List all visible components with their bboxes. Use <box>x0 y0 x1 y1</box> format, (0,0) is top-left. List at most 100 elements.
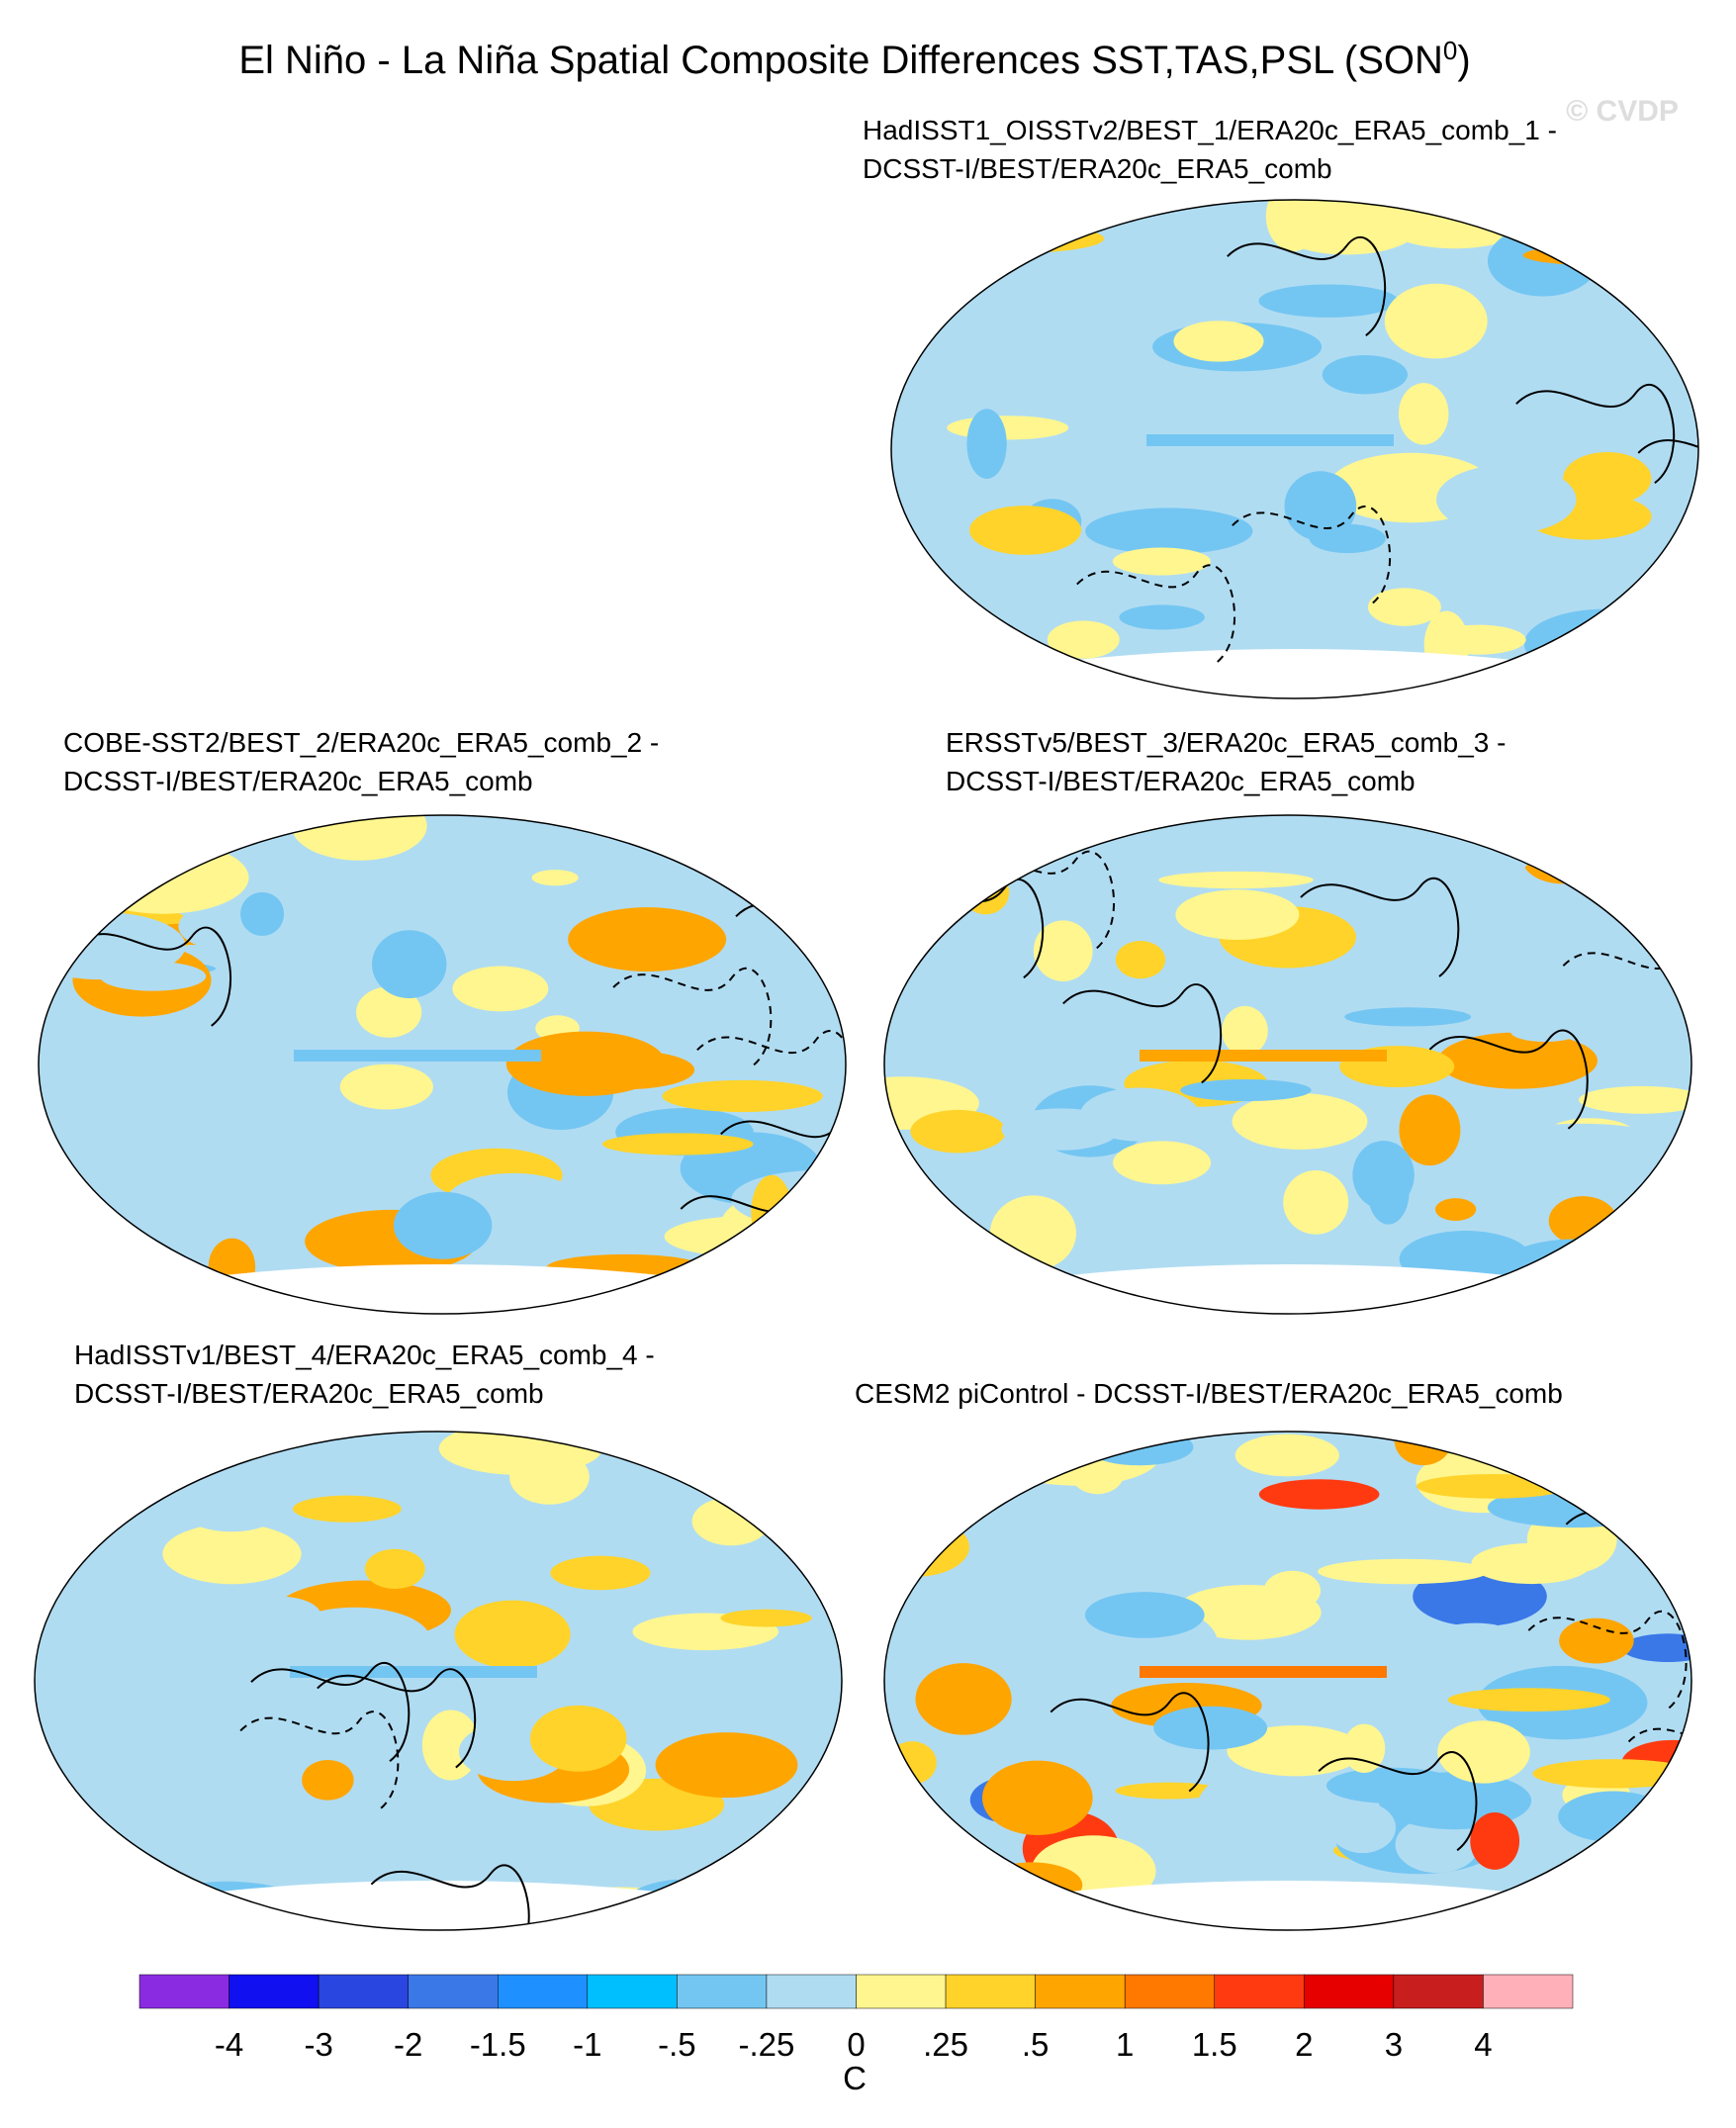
map-shading <box>356 986 422 1038</box>
map-shading <box>43 1432 190 1468</box>
panel-title: ERSSTv5/BEST_3/ERA20c_ERA5_comb_3 - <box>946 727 1506 758</box>
map-shading <box>1258 1479 1380 1510</box>
colorbar-label: 1.5 <box>1192 2026 1237 2063</box>
contour <box>1318 1751 1478 1852</box>
map-shading <box>35 1432 108 1489</box>
map-shading <box>910 1109 1006 1154</box>
map-shading <box>1047 620 1120 659</box>
map-shading <box>35 1889 86 1912</box>
map-shading <box>1085 508 1253 555</box>
map-shading <box>550 1555 651 1591</box>
map-shading <box>1158 871 1314 889</box>
map-shading <box>966 409 1007 479</box>
map-shading <box>1283 1170 1349 1235</box>
colorbar-box <box>945 1974 1036 2009</box>
colorbar-box <box>1124 1974 1215 2009</box>
map-shading <box>1394 1432 1452 1466</box>
map-shading <box>35 1687 66 1734</box>
map-shading <box>1263 1570 1322 1611</box>
map-shading <box>1309 523 1386 554</box>
map-shading <box>667 819 814 855</box>
colorbar-label: 1 <box>1116 2026 1134 2063</box>
map-shading <box>887 1741 937 1785</box>
panel-title: DCSST-I/BEST/ERA20c_ERA5_comb <box>74 1378 544 1409</box>
map-shading <box>1437 1720 1530 1784</box>
panel-title: CESM2 piControl - DCSST-I/BEST/ERA20c_ER… <box>855 1378 1563 1409</box>
colorbar-box <box>1214 1974 1305 2009</box>
map-shading <box>1563 616 1697 691</box>
map-shading <box>1398 383 1449 445</box>
map-shading <box>372 930 447 999</box>
map-shading <box>1522 244 1677 266</box>
map-shading <box>720 1609 812 1627</box>
colorbar-label: -3 <box>304 2026 332 2063</box>
map-shading <box>1437 1032 1599 1089</box>
map-shading <box>35 1471 117 1545</box>
map-shading <box>973 229 1029 251</box>
map-shading <box>327 1705 456 1729</box>
map-shading <box>1558 1791 1670 1843</box>
contour <box>1627 1721 1691 1822</box>
map-shading <box>531 870 579 886</box>
map-shading <box>1195 1775 1275 1850</box>
map-shading <box>1096 1300 1142 1314</box>
map-shading <box>568 907 727 971</box>
map-shading <box>1395 1816 1480 1874</box>
contour <box>317 1668 477 1769</box>
title-end: ) <box>1457 39 1470 82</box>
map-shading <box>1318 1558 1489 1585</box>
map-shading <box>1532 1759 1691 1789</box>
map-shading <box>163 1432 233 1445</box>
map-shading <box>176 1105 240 1127</box>
map-shading <box>47 836 137 874</box>
map-shading <box>1344 1007 1472 1027</box>
colorbar-label: 4 <box>1474 2026 1492 2063</box>
map-shading <box>1115 1782 1224 1800</box>
colorbar-box <box>1393 1974 1484 2009</box>
panel-title: DCSST-I/BEST/ERA20c_ERA5_comb <box>946 766 1416 796</box>
equatorial-band <box>1140 1050 1387 1062</box>
map-shading <box>1180 1078 1312 1102</box>
contour <box>1515 384 1676 485</box>
map-shading <box>969 506 1082 555</box>
title-main: El Niño - La Niña Spatial Composite Diff… <box>238 39 1443 82</box>
map-shading <box>1442 1622 1508 1640</box>
map-outline <box>890 199 1699 699</box>
map <box>891 200 1698 698</box>
colorbar-box <box>228 1974 320 2009</box>
map-shading <box>1622 661 1698 698</box>
map-shading <box>1113 1141 1212 1185</box>
contour <box>1227 236 1387 336</box>
equatorial-band <box>290 1666 537 1678</box>
map-shading <box>884 1821 967 1860</box>
map-shading <box>933 1045 1044 1063</box>
colorbar-box <box>1304 1974 1395 2009</box>
colorbar-label: .25 <box>923 2026 968 2063</box>
map-shading <box>601 1133 754 1156</box>
map-outline <box>883 1431 1692 1931</box>
map-shading <box>1599 314 1670 374</box>
colorbar-label: 0 <box>847 2026 865 2063</box>
map-shading <box>393 1191 493 1259</box>
map-outline <box>883 814 1692 1315</box>
map-shading <box>1384 283 1488 359</box>
colorbar-label: -.25 <box>739 2026 795 2063</box>
contour <box>1300 878 1460 977</box>
map-shading <box>1521 831 1604 884</box>
map-shading <box>979 1862 1083 1908</box>
map-shading <box>1619 655 1698 696</box>
contour <box>695 1862 842 1930</box>
map-shading <box>691 1497 771 1546</box>
panel-title: HadISST1_OISSTv2/BEST_1/ERA20c_ERA5_comb… <box>863 115 1557 145</box>
colorbar-label: -.5 <box>658 2026 696 2063</box>
map-shading <box>1436 464 1577 534</box>
map-shading <box>1430 371 1575 390</box>
map-shading <box>1521 940 1603 964</box>
map-shading <box>505 1031 667 1096</box>
map-shading <box>239 891 285 937</box>
map-shading <box>662 1079 823 1113</box>
map-shading <box>1638 1029 1691 1076</box>
contour <box>1050 1692 1210 1793</box>
map-shading <box>751 1174 792 1250</box>
colorbar-box <box>587 1974 678 2009</box>
